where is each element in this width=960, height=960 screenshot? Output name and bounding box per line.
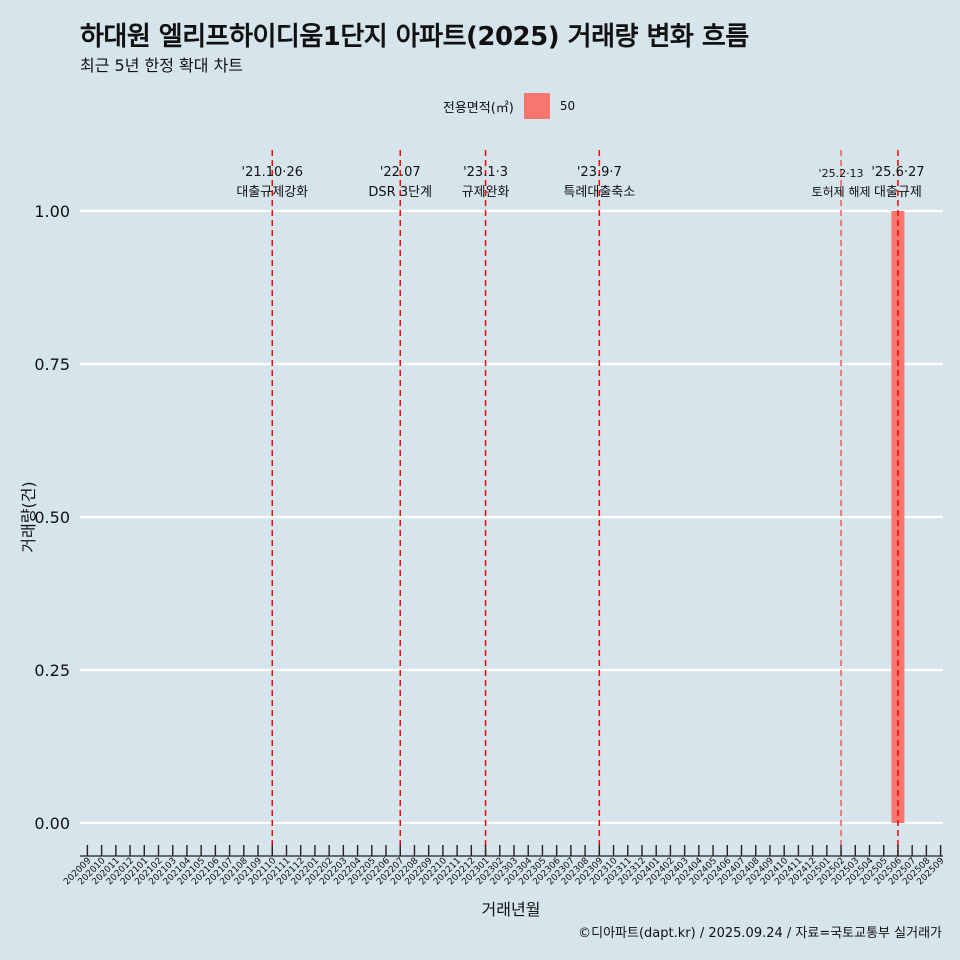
event-date-202301: '23.1·3 <box>463 165 508 180</box>
event-date-202110: '21.10·26 <box>242 165 303 180</box>
legend: 전용면적(㎡) 50 <box>0 93 960 119</box>
y-tick-label-3: 0.75 <box>34 355 70 374</box>
y-tick-label-2: 0.50 <box>34 508 70 527</box>
event-label-202207: DSR 3단계 <box>368 185 432 200</box>
bar-202506 <box>891 211 905 823</box>
event-label-202309: 특례대출축소 <box>563 185 635 200</box>
source-caption: ©디아파트(dapt.kr) / 2025.09.24 / 자료=국토교통부 실… <box>578 926 942 941</box>
legend-title: 전용면적(㎡) <box>442 100 514 116</box>
event-label-202506: 대출규제 <box>874 185 922 200</box>
y-axis-label: 거래량(건) <box>19 481 38 553</box>
y-tick-label-4: 1.00 <box>34 202 70 221</box>
legend-swatch-50 <box>523 93 550 119</box>
y-tick-label-0: 0.00 <box>34 814 70 833</box>
x-axis-label: 거래년월 <box>481 900 541 919</box>
event-label-202301: 규제완화 <box>462 185 510 200</box>
event-label-202502: 토허제 해제 <box>812 185 871 199</box>
event-label-202110: 대출규제강화 <box>236 185 308 200</box>
event-date-202506: '25.6·27 <box>871 165 924 180</box>
chart-subtitle: 최근 5년 한정 확대 차트 <box>80 56 244 75</box>
y-tick-label-1: 0.25 <box>34 661 70 680</box>
legend-label-50: 50 <box>559 99 576 113</box>
event-date-202309: '23.9·7 <box>577 165 622 180</box>
chart-title: 하대원 엘리프하이디움1단지 아파트(2025) 거래량 변화 흐름 <box>80 22 749 52</box>
event-date-202502: '25.2·13 <box>819 167 864 180</box>
event-date-202207: '22.07 <box>380 165 421 180</box>
